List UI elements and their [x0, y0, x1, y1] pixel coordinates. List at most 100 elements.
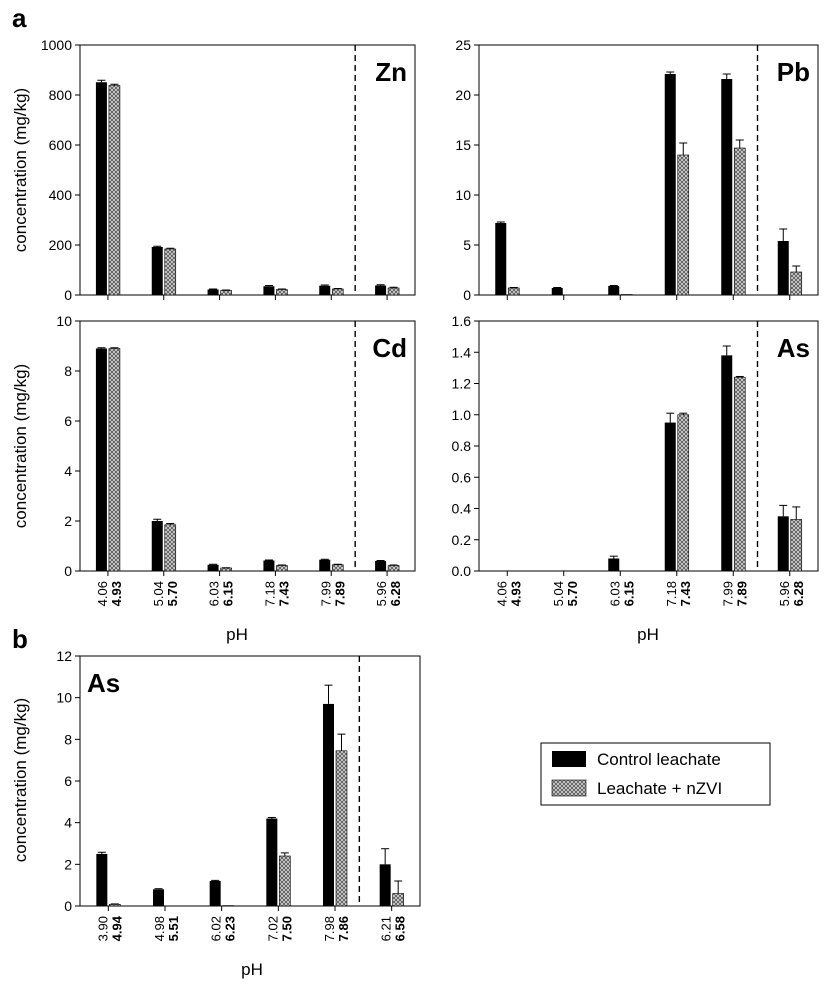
chart-2-pb-bar-leachate-nzvi-2: [621, 295, 632, 296]
chart-4-as-xtick-label-control-5: 5.96: [777, 581, 792, 606]
chart-1-zn-bar-control-leachate-2: [208, 290, 219, 296]
chart-5-as-xtick-label-nzvi-3: 7.50: [279, 916, 294, 941]
chart-3-cd-bar-leachate-nzvi-0: [109, 349, 120, 572]
chart-3-cd-xtick-label-control-3: 7.18: [262, 581, 277, 606]
chart-3-cd-bar-control-leachate-1: [152, 521, 163, 571]
chart-1-zn-bar-control-leachate-5: [375, 286, 386, 296]
chart-5-as-bar-control-leachate-4: [323, 704, 334, 906]
chart-2-pb-frame: [479, 45, 818, 295]
chart-4-as-bar-leachate-nzvi-4: [734, 377, 745, 571]
chart-2-pb-bar-control-leachate-1: [552, 288, 563, 295]
chart-3-cd-xtick-label-control-4: 7.99: [318, 581, 333, 606]
chart-3-cd-bar-control-leachate-3: [263, 561, 274, 572]
chart-3-cd-xtick-label-control-2: 6.03: [207, 581, 222, 606]
chart-5-as-bar-leachate-nzvi-4: [336, 751, 347, 906]
chart-2-pb-bar-leachate-nzvi-5: [791, 272, 802, 295]
chart-4-as-ytick-label-1: 0.2: [452, 532, 472, 548]
chart-2-pb-bar-leachate-nzvi-4: [734, 148, 745, 295]
chart-3-cd-bar-leachate-nzvi-5: [388, 566, 399, 572]
chart-5-as-ytick-label-1: 2: [64, 856, 72, 872]
legend-swatch-nzvi: [552, 780, 586, 796]
chart-4-as-xtick-label-control-2: 6.03: [607, 581, 622, 606]
chart-3-cd-bar-control-leachate-4: [319, 560, 330, 571]
chart-4-as-ytick-label-6: 1.2: [452, 376, 472, 392]
chart-2-pb-ytick-label-2: 10: [455, 187, 471, 203]
chart-3-cd-bar-control-leachate-0: [96, 349, 107, 572]
chart-3-cd-xtick-label-control-5: 5.96: [374, 581, 389, 606]
chart-3-cd-xtick-label-control-0: 4.06: [95, 581, 110, 606]
chart-4-as-ytick-label-8: 1.6: [452, 313, 472, 329]
chart-5-as-ytick-label-4: 8: [64, 731, 72, 747]
chart-1-zn-bar-leachate-nzvi-3: [276, 290, 287, 296]
chart-4-as-xtick-label-nzvi-3: 7.43: [678, 581, 693, 606]
chart-2-pb-ytick-label-1: 5: [463, 237, 471, 253]
chart-1-zn-bar-leachate-nzvi-0: [109, 86, 120, 296]
chart-5-as-bar-leachate-nzvi-0: [109, 904, 120, 906]
chart-3-cd-frame: [80, 321, 415, 571]
chart-3-cd-xtick-label-nzvi-0: 4.93: [109, 581, 124, 606]
chart-1-zn-bar-control-leachate-3: [263, 286, 274, 295]
chart-5-as-ytick-label-5: 10: [56, 690, 72, 706]
chart-3-cd-xtick-label-nzvi-5: 6.28: [388, 581, 403, 606]
chart-4-as-xtick-label-nzvi-5: 6.28: [791, 581, 806, 606]
chart-5-as-xtick-label-control-5: 6.21: [379, 916, 394, 941]
chart-5-as-xtick-label-control-1: 4.98: [152, 916, 167, 941]
chart-4-as-title: As: [777, 333, 810, 363]
chart-3-cd-xtick-label-nzvi-1: 5.70: [165, 581, 180, 606]
chart-1-zn-bar-control-leachate-1: [152, 247, 163, 295]
chart-5-as-xtick-label-nzvi-1: 5.51: [166, 916, 181, 941]
chart-5-as-bar-leachate-nzvi-3: [279, 856, 290, 906]
chart-3-cd-bar-control-leachate-5: [375, 561, 386, 571]
chart-5-as-xtick-label-nzvi-2: 6.23: [223, 916, 238, 941]
chart-3-cd-ytick-label-3: 6: [64, 413, 72, 429]
chart-5-as-xtick-label-nzvi-4: 7.86: [336, 916, 351, 941]
chart-5-as-xtick-label-nzvi-0: 4.94: [109, 915, 124, 941]
chart-2-pb-bar-control-leachate-5: [778, 241, 789, 295]
chart-4-as-ytick-label-2: 0.4: [452, 501, 472, 517]
chart-4-as-ytick-label-0: 0.0: [452, 563, 472, 579]
chart-5-as-xtick-label-control-2: 6.02: [209, 916, 224, 941]
legend-label-nzvi: Leachate + nZVI: [597, 779, 722, 798]
chart-2-pb-bar-control-leachate-3: [665, 74, 676, 295]
chart-3-cd-xtick-label-nzvi-4: 7.89: [332, 581, 347, 606]
chart-2-pb-title: Pb: [777, 57, 810, 87]
y-axis-label-cd: concentration (mg/kg): [11, 364, 30, 528]
chart-3-cd-bar-control-leachate-2: [208, 565, 219, 571]
chart-5-as-title: As: [87, 668, 120, 698]
chart-5-as-xtick-label-nzvi-5: 6.58: [393, 916, 408, 941]
chart-2-pb-bar-leachate-nzvi-3: [678, 155, 689, 295]
chart-5-as-ytick-label-3: 6: [64, 773, 72, 789]
chart-5-as-bar-leachate-nzvi-5: [393, 894, 404, 907]
chart-2-pb-bar-leachate-nzvi-0: [508, 288, 519, 295]
chart-3-cd-xtick-label-control-1: 5.04: [151, 581, 166, 606]
chart-2-pb-ytick-label-0: 0: [463, 287, 471, 303]
chart-4-as-frame: [479, 321, 818, 571]
chart-1-zn-ytick-label-5: 1000: [41, 37, 72, 53]
chart-4-as-bar-control-leachate-5: [778, 516, 789, 571]
chart-1-zn-bar-control-leachate-4: [319, 286, 330, 295]
chart-4-as-xtick-label-control-4: 7.99: [720, 581, 735, 606]
chart-3-cd-ytick-label-0: 0: [64, 563, 72, 579]
chart-3-cd-bar-leachate-nzvi-4: [332, 565, 343, 571]
chart-2-pb-ytick-label-4: 20: [455, 87, 471, 103]
chart-3-cd-ytick-label-2: 4: [64, 463, 72, 479]
chart-5-as-xtick-label-control-0: 3.90: [95, 916, 110, 941]
charts: 02004006008001000Zn0510152025Pb02468104.…: [41, 37, 818, 941]
chart-5-as-bar-control-leachate-1: [153, 889, 164, 906]
chart-4-as-xtick-label-control-0: 4.06: [494, 581, 509, 606]
chart-3-cd-xtick-label-nzvi-2: 6.15: [221, 581, 236, 606]
chart-1-zn-title: Zn: [375, 57, 407, 87]
legend-swatch-control: [552, 751, 586, 767]
chart-5-as-ytick-label-6: 12: [56, 648, 72, 664]
chart-4-as-ytick-label-3: 0.6: [452, 469, 472, 485]
chart-1-zn-bar-leachate-nzvi-1: [165, 249, 176, 295]
chart-1-zn-bar-leachate-nzvi-2: [221, 291, 232, 296]
chart-5-as-ytick-label-0: 0: [64, 898, 72, 914]
chart-4-as-ytick-label-7: 1.4: [452, 344, 472, 360]
chart-1-zn-ytick-label-1: 200: [49, 237, 73, 253]
chart-1-zn-ytick-label-2: 400: [49, 187, 73, 203]
chart-4-as-xtick-label-nzvi-2: 6.15: [621, 581, 636, 606]
